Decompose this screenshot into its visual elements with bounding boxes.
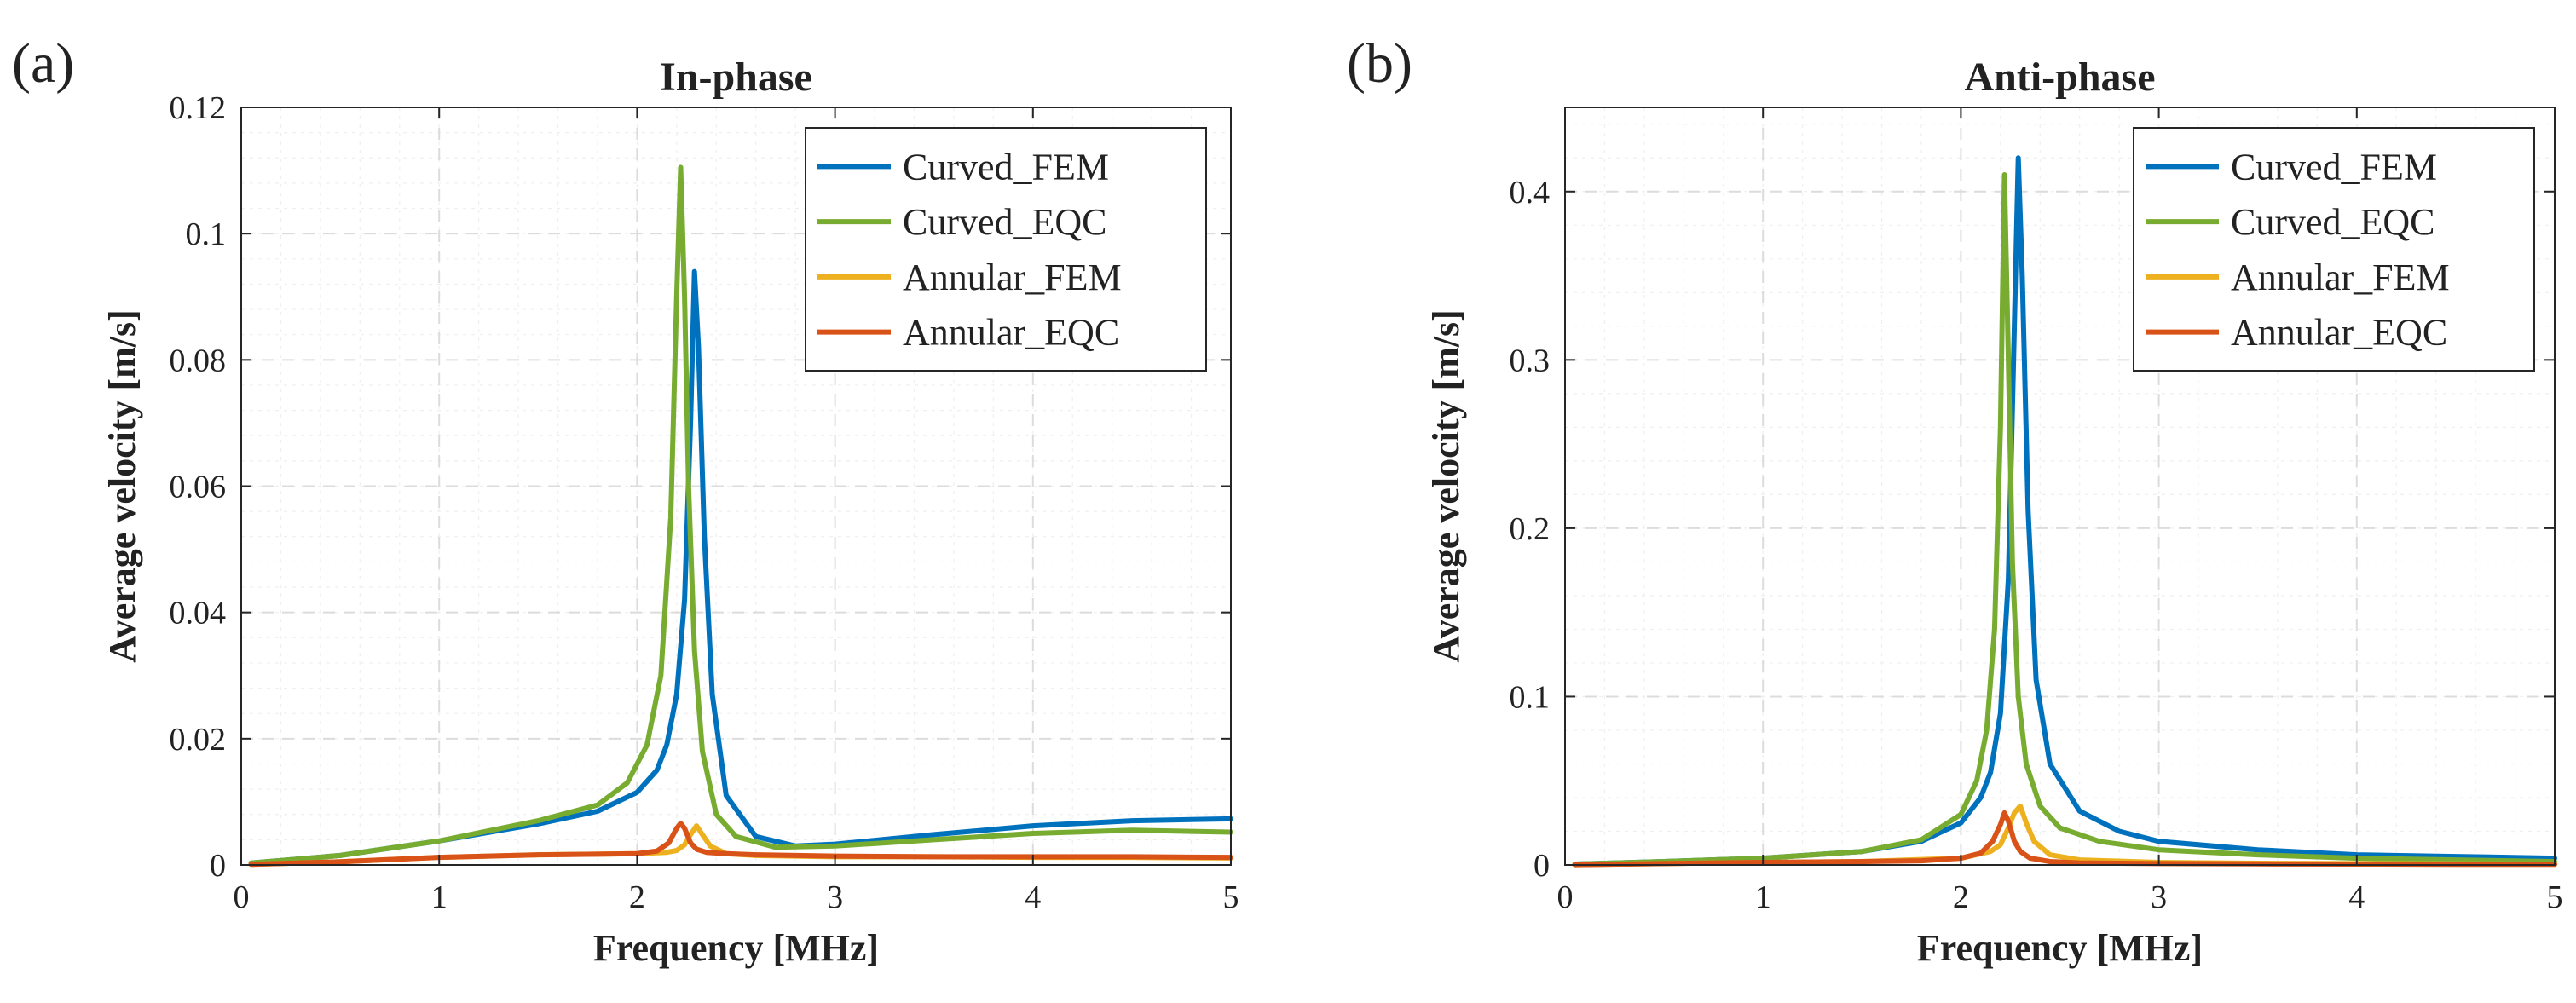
axes-box (1564, 107, 2556, 866)
y-axis-label: Average velocity [m/s] (101, 309, 143, 663)
legend-label: Annular_FEM (2231, 257, 2450, 298)
x-tick-label: 3 (827, 879, 843, 915)
legend-label: Annular_FEM (903, 257, 1122, 298)
y-tick-label: 0.1 (186, 216, 227, 252)
x-tick-label: 1 (1755, 879, 1771, 915)
x-tick-label: 4 (1025, 879, 1041, 915)
series-line-annular-eqc (248, 821, 1233, 868)
y-tick-label: 0 (210, 848, 226, 884)
chart-title: Anti-phase (1964, 55, 2155, 100)
legend-label: Curved_FEM (903, 146, 1109, 187)
legend-label: Curved_FEM (2231, 146, 2437, 187)
series-line-annular-eqc (1572, 810, 2557, 868)
series-line-curved-eqc (1572, 172, 2557, 867)
x-tick-label: 2 (1953, 879, 1969, 915)
legend-label: Curved_EQC (903, 201, 1107, 243)
legend: Curved_FEM Curved_EQC Annular_FEM Annular_E… (805, 127, 1207, 372)
chart-panel-1: 0 1 2 3 4 5 0 0.1 0.2 0.3 0.4 Anti-phase Frequency [… (1347, 32, 2563, 969)
x-tick-label: 4 (2348, 879, 2365, 915)
x-tick-label: 3 (2151, 879, 2167, 915)
y-axis-label: Average velocity [m/s] (1425, 309, 1467, 663)
x-tick-label: 1 (431, 879, 448, 915)
x-axis-label: Frequency [MHz] (1917, 927, 2203, 969)
chart-title: In-phase (660, 55, 812, 100)
y-tick-label: 0 (1533, 848, 1550, 884)
panel-label: (b) (1347, 32, 1412, 95)
x-tick-label: 5 (1223, 879, 1239, 915)
legend: Curved_FEM Curved_EQC Annular_FEM Annular_E… (2133, 127, 2535, 372)
y-tick-label: 0.02 (170, 722, 227, 758)
x-tick-label: 0 (234, 879, 250, 915)
y-tick-label: 0.2 (1510, 511, 1551, 547)
y-tick-label: 0.4 (1510, 175, 1551, 210)
series-line-curved-fem (248, 268, 1233, 866)
chart-panel-0: 0 1 2 3 4 5 0 0.02 0.04 0.06 0.08 0.1 0.12 In-phase Fr… (12, 32, 1239, 969)
x-tick-label: 5 (2547, 879, 2563, 915)
series-line-curved-eqc (248, 164, 1233, 866)
legend-label: Curved_EQC (2231, 201, 2435, 243)
y-tick-label: 0.3 (1510, 343, 1551, 378)
y-tick-label: 0.12 (170, 90, 227, 126)
x-tick-label: 2 (629, 879, 645, 915)
y-tick-label: 0.06 (170, 470, 227, 505)
y-tick-label: 0.04 (170, 596, 227, 631)
x-tick-label: 0 (1557, 879, 1574, 915)
legend-label: Annular_EQC (903, 312, 1119, 354)
y-tick-label: 0.1 (1510, 679, 1551, 715)
panel-label: (a) (12, 32, 74, 95)
x-axis-label: Frequency [MHz] (593, 927, 879, 969)
legend-label: Annular_EQC (2231, 312, 2447, 354)
y-tick-label: 0.08 (170, 343, 227, 378)
